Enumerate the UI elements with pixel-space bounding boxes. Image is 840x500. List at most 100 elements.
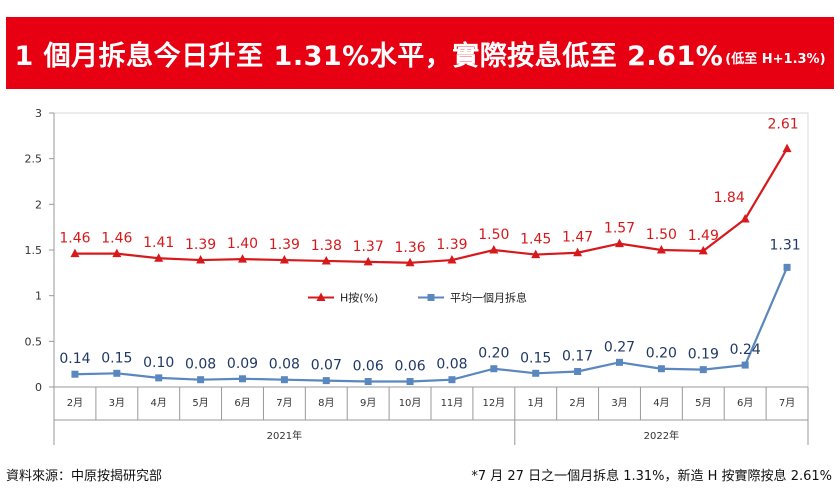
legend-marker <box>427 293 435 301</box>
y-tick-label: 2 <box>35 198 42 211</box>
y-tick-label: 1 <box>35 290 42 303</box>
legend-label: 平均一個月拆息 <box>450 290 527 304</box>
hibor-label: 0.08 <box>185 357 216 373</box>
hibor-point <box>406 378 414 386</box>
x-tick-label: 12月 <box>482 397 505 409</box>
x-tick-label: 4月 <box>653 397 669 409</box>
h-rate-label: 1.37 <box>353 239 384 255</box>
hibor-label: 0.08 <box>436 357 467 373</box>
h-rate-point <box>321 255 331 265</box>
hibor-point <box>448 376 456 384</box>
x-tick-label: 2月 <box>67 397 83 409</box>
hibor-point <box>783 263 791 271</box>
hibor-label: 0.20 <box>478 346 509 362</box>
h-rate-point <box>656 245 666 254</box>
x-tick-label: 5月 <box>695 397 711 409</box>
hibor-point <box>155 374 163 382</box>
hibor-label: 0.17 <box>562 348 593 364</box>
h-rate-point <box>279 255 289 264</box>
h-rate-label: 1.49 <box>688 228 719 244</box>
h-rate-point <box>531 249 541 259</box>
hibor-line <box>74 266 789 383</box>
h-rate-point <box>154 253 164 262</box>
title-banner: 1 個月拆息今日升至 1.31%水平，實際按息低至 2.61% (低至 H+1.… <box>6 17 834 89</box>
hibor-label: 0.14 <box>59 351 90 367</box>
page-title: 1 個月拆息今日升至 1.31%水平，實際按息低至 2.61% <box>14 40 724 72</box>
h-rate-label: 1.46 <box>101 231 132 247</box>
h-rate-point <box>238 254 247 263</box>
h-rate-point <box>615 238 624 248</box>
hibor-point <box>280 376 288 384</box>
h-rate-label: 1.38 <box>311 238 342 254</box>
hibor-point <box>197 376 205 384</box>
x-tick-label: 6月 <box>234 397 250 409</box>
hibor-point <box>322 377 330 385</box>
hibor-point <box>71 370 79 378</box>
legend-marker <box>316 292 326 301</box>
h-rate-label: 1.40 <box>227 236 258 252</box>
group-label: 2021年 <box>267 429 302 442</box>
hibor-point <box>239 375 246 383</box>
h-rate-label: 1.41 <box>143 235 174 251</box>
hibor-point <box>741 361 749 369</box>
hibor-label: 0.09 <box>227 356 258 372</box>
hibor-label: 0.27 <box>604 339 635 355</box>
h-rate-line <box>74 148 789 264</box>
h-rate-point <box>70 248 80 258</box>
x-tick-label: 9月 <box>360 397 376 409</box>
h-rate-point <box>447 255 457 264</box>
h-rate-point <box>363 256 373 266</box>
x-tick-label: 8月 <box>318 397 334 409</box>
x-tick-label: 7月 <box>276 397 292 409</box>
hibor-label: 0.10 <box>143 355 174 371</box>
hibor-label: 0.24 <box>730 342 761 358</box>
y-tick-label: 1.5 <box>25 244 43 257</box>
y-tick-label: 3 <box>35 107 42 120</box>
hibor-point <box>574 367 582 375</box>
hibor-point <box>490 365 498 373</box>
legend-label: H按(%) <box>340 290 378 304</box>
h-rate-label: 1.45 <box>520 232 551 248</box>
h-rate-label: 1.50 <box>646 227 677 243</box>
hibor-point <box>364 378 372 386</box>
hibor-point <box>657 365 665 373</box>
h-rate-label: 1.39 <box>436 237 467 253</box>
x-tick-label: 11月 <box>441 397 464 409</box>
hibor-label: 0.06 <box>353 359 384 375</box>
hibor-point <box>532 369 540 377</box>
x-tick-label: 1月 <box>528 397 544 409</box>
hibor-label: 0.20 <box>646 346 677 362</box>
hibor-label: 0.06 <box>394 359 425 375</box>
y-tick-label: 2.5 <box>25 153 43 166</box>
hibor-point <box>616 358 623 366</box>
hibor-point <box>113 369 121 377</box>
h-rate-label: 1.39 <box>269 237 300 253</box>
h-rate-label: 2.61 <box>767 117 798 133</box>
x-tick-label: 3月 <box>611 397 627 409</box>
h-rate-label: 1.46 <box>59 231 90 247</box>
h-rate-point <box>573 247 583 257</box>
footnote: *7 月 27 日之一個月拆息 1.31%，新造 H 按實際按息 2.61% <box>471 469 832 484</box>
h-rate-label: 1.47 <box>562 230 593 246</box>
h-rate-label: 1.84 <box>714 190 745 206</box>
y-tick-label: 0.5 <box>25 335 43 348</box>
hibor-label: 1.31 <box>769 237 800 253</box>
h-rate-label: 1.36 <box>394 240 425 256</box>
hibor-label: 0.15 <box>101 350 132 366</box>
h-rate-point <box>405 257 415 267</box>
x-tick-label: 5月 <box>192 397 208 409</box>
hibor-label: 0.15 <box>520 350 551 366</box>
hibor-label: 0.07 <box>311 358 342 374</box>
h-rate-point <box>698 245 708 255</box>
x-tick-label: 6月 <box>737 397 753 409</box>
h-rate-point <box>740 213 750 223</box>
source-note: 資料來源：中原按揭研究部 <box>6 469 163 484</box>
hibor-label: 0.19 <box>688 347 719 363</box>
hibor-label: 0.08 <box>269 357 300 373</box>
h-rate-point <box>782 143 792 153</box>
page-subtitle: (低至 H+1.3%) <box>725 51 826 67</box>
h-rate-label: 1.57 <box>604 221 635 237</box>
h-rate-point <box>489 245 499 254</box>
y-tick-label: 0 <box>35 381 42 394</box>
x-tick-label: 2月 <box>569 397 585 409</box>
